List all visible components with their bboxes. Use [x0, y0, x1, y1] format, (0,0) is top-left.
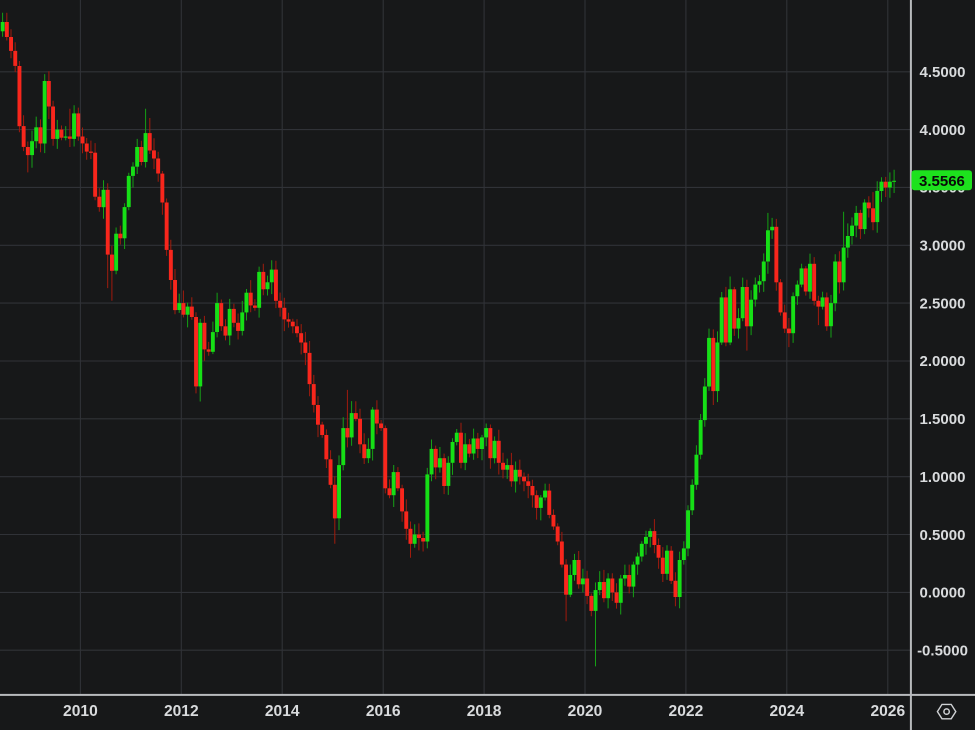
svg-text:0.5000: 0.5000: [920, 527, 966, 544]
svg-text:-0.5000: -0.5000: [917, 643, 968, 660]
svg-text:4.5000: 4.5000: [920, 64, 966, 81]
svg-text:1.5000: 1.5000: [920, 411, 966, 428]
svg-text:2018: 2018: [467, 703, 502, 720]
svg-text:2022: 2022: [669, 703, 704, 720]
svg-text:2012: 2012: [164, 703, 199, 720]
svg-text:4.0000: 4.0000: [920, 122, 966, 139]
svg-text:2024: 2024: [769, 703, 804, 720]
svg-text:3.0000: 3.0000: [920, 238, 966, 255]
svg-text:1.0000: 1.0000: [920, 469, 966, 486]
svg-text:2020: 2020: [568, 703, 603, 720]
svg-text:3.5566: 3.5566: [919, 173, 965, 190]
svg-text:2026: 2026: [870, 703, 905, 720]
svg-text:2.0000: 2.0000: [920, 353, 966, 370]
svg-text:0.0000: 0.0000: [920, 585, 966, 602]
svg-text:2016: 2016: [366, 703, 401, 720]
svg-text:2010: 2010: [63, 703, 98, 720]
svg-text:2.5000: 2.5000: [920, 295, 966, 312]
svg-text:2014: 2014: [265, 703, 300, 720]
